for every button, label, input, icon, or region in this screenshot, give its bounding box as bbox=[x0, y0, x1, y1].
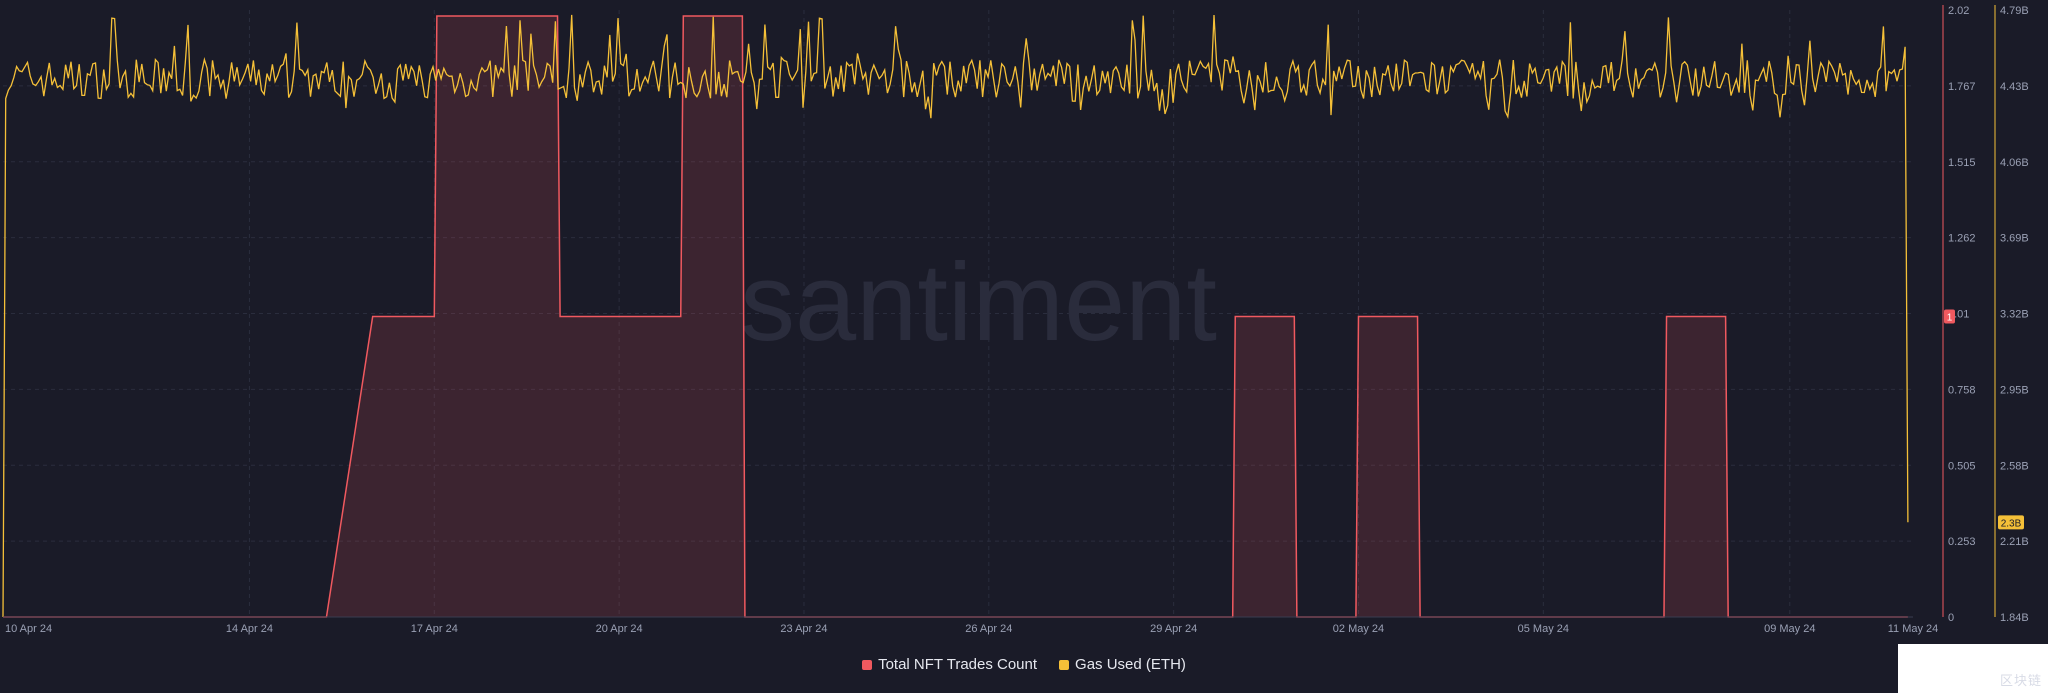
right-y-tick-label: 2.95B bbox=[2000, 384, 2029, 396]
x-tick-label: 20 Apr 24 bbox=[596, 623, 643, 635]
chart-axes bbox=[3, 5, 1996, 618]
corner-watermark-box bbox=[1898, 644, 2048, 693]
x-tick-label: 29 Apr 24 bbox=[1150, 623, 1197, 635]
gas-current-value-text: 2.3B bbox=[2001, 518, 2022, 529]
x-tick-label: 14 Apr 24 bbox=[226, 623, 273, 635]
nft-current-value-text: 1 bbox=[1947, 313, 1953, 324]
x-tick-label: 17 Apr 24 bbox=[411, 623, 458, 635]
current-value-badges: 1 2.3B bbox=[1944, 309, 2024, 530]
nft-current-value-badge bbox=[1944, 309, 1955, 324]
nft-trades-line[interactable] bbox=[3, 15, 1908, 618]
legend-label-gas: Gas Used (ETH) bbox=[1075, 656, 1186, 673]
x-tick-label: 10 Apr 24 bbox=[5, 623, 52, 635]
chart-legend: Total NFT Trades Count Gas Used (ETH) bbox=[0, 656, 2048, 673]
nft-legend-swatch bbox=[862, 659, 873, 670]
legend-item-nft[interactable]: Total NFT Trades Count bbox=[862, 656, 1037, 673]
corner-watermark-text: 区块链 bbox=[1999, 673, 2042, 688]
right-y-tick-label: 4.06B bbox=[2000, 157, 2029, 169]
gas-current-value-badge bbox=[1998, 515, 2024, 530]
x-tick-label: 23 Apr 24 bbox=[780, 623, 827, 635]
right-y-axis-ticks: 1.84B 2.21B 2.58B 2.95B 3.32B 3.69B 4.06B 4.43B… bbox=[2000, 5, 2029, 624]
left-y-tick-label: 0.758 bbox=[1948, 384, 1976, 396]
x-tick-label: 11 May 24 bbox=[1888, 623, 1939, 635]
left-y-tick-label: 1.262 bbox=[1948, 233, 1976, 245]
right-y-tick-label: 3.32B bbox=[2000, 309, 2029, 321]
x-tick-label: 05 May 24 bbox=[1518, 623, 1569, 635]
right-y-tick-label: 3.69B bbox=[2000, 233, 2029, 245]
x-axis-ticks: 10 Apr 24 14 Apr 24 17 Apr 24 20 Apr 24 23 A… bbox=[5, 623, 1938, 635]
left-y-tick-label: 1.767 bbox=[1948, 81, 1976, 93]
x-tick-label: 09 May 24 bbox=[1764, 623, 1815, 635]
left-y-tick-label: 1.515 bbox=[1948, 157, 1976, 169]
santiment-watermark: santiment bbox=[740, 241, 1217, 364]
legend-label-nft: Total NFT Trades Count bbox=[878, 656, 1038, 673]
right-y-tick-label: 4.79B bbox=[2000, 5, 2029, 17]
gas-used-line[interactable] bbox=[2, 14, 1909, 618]
right-y-tick-label: 2.58B bbox=[2000, 460, 2029, 472]
left-y-tick-label: 0.505 bbox=[1948, 460, 1976, 472]
left-y-tick-label: 2.02 bbox=[1948, 5, 1969, 17]
left-y-tick-label: 0.253 bbox=[1948, 536, 1976, 548]
gas-used-series bbox=[2, 14, 1909, 618]
nft-trades-area bbox=[3, 16, 1908, 618]
legend-item-gas[interactable]: Gas Used (ETH) bbox=[1059, 656, 1186, 673]
x-tick-label: 26 Apr 24 bbox=[965, 623, 1012, 635]
x-tick-label: 02 May 24 bbox=[1333, 623, 1384, 635]
nft-trades-series bbox=[3, 15, 1908, 618]
left-y-tick-label: 0 bbox=[1948, 612, 1954, 624]
chart-grid bbox=[3, 10, 1913, 617]
right-y-tick-label: 2.21B bbox=[2000, 536, 2029, 548]
gas-legend-swatch bbox=[1059, 659, 1070, 670]
right-y-tick-label: 1.84B bbox=[2000, 612, 2029, 624]
right-y-tick-label: 4.43B bbox=[2000, 81, 2029, 93]
